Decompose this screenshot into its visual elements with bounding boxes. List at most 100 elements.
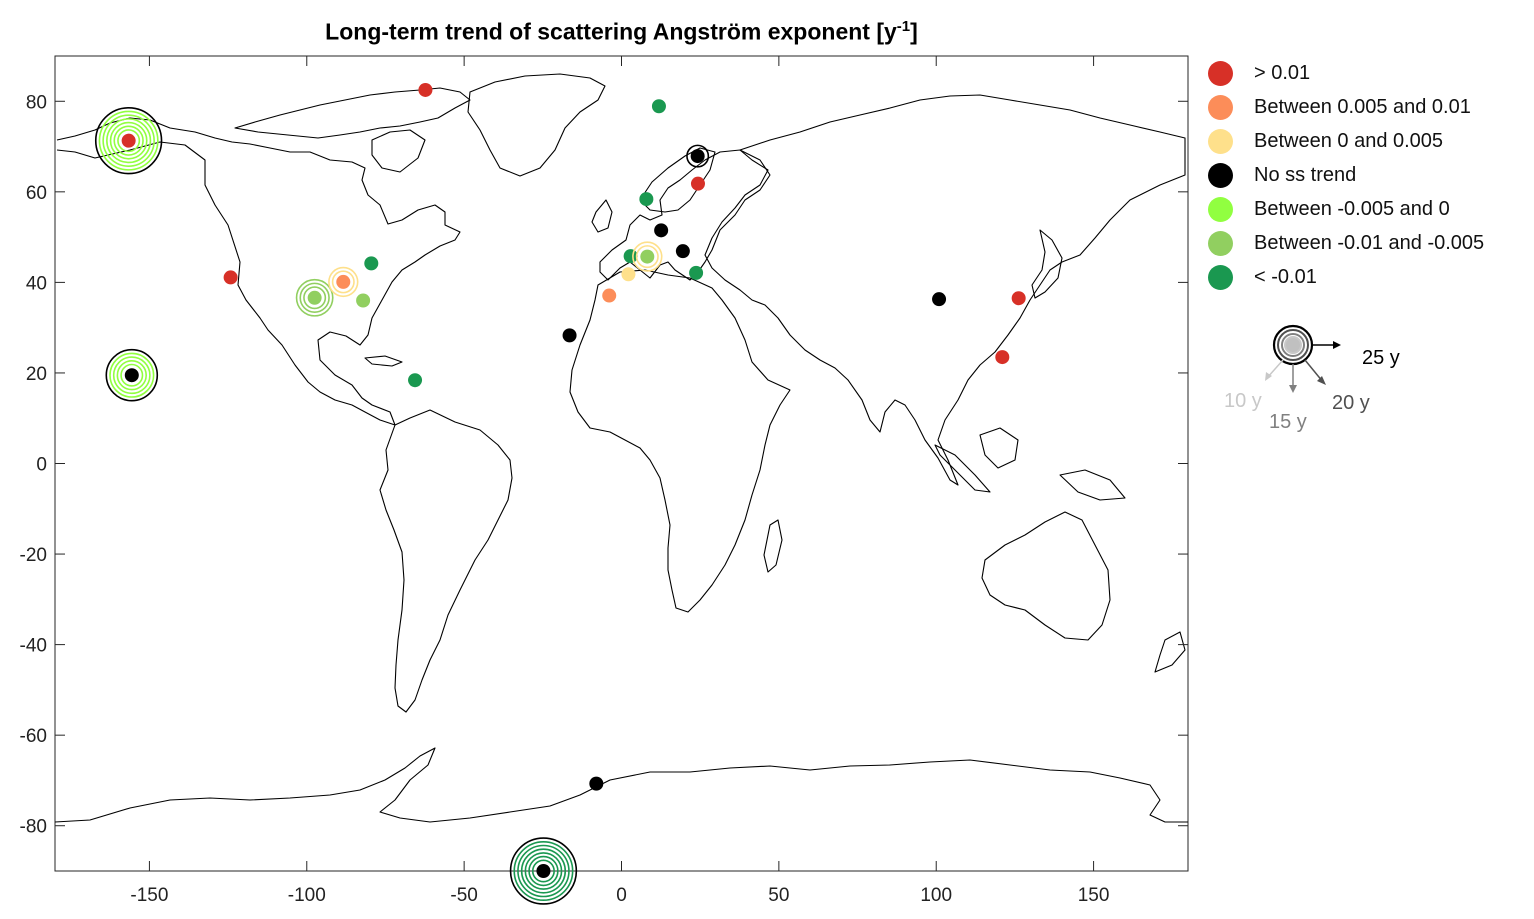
station-dot [562,328,577,343]
station-marker [932,292,947,307]
station-record-ring [112,356,151,395]
station-marker [223,270,238,285]
legend-item: Between -0.005 and 0 [1208,192,1484,226]
legend-swatch [1208,128,1233,154]
station-marker [364,256,379,271]
y-tick-label: 20 [26,364,47,385]
station-record-ring [109,121,148,160]
coastline-arctic-islands [234,87,471,139]
title-close: ] [910,18,918,45]
arrowhead-20y [1317,376,1326,385]
title-superscript: -1 [896,18,911,35]
age-label-15y: 15 y [1269,411,1307,433]
station-marker [408,373,423,388]
station-dot [356,293,371,308]
station-dot [364,256,379,271]
plot-area-frame [54,55,1189,872]
y-tick-label: -60 [20,726,47,747]
station-dot [623,249,638,264]
station-record-ring [635,245,659,269]
station-marker [94,106,163,175]
station-record-ring [517,844,570,898]
legend-swatch [1208,196,1233,222]
y-tick-label: -40 [20,636,47,657]
station-marker [509,837,578,905]
y-tick-label: -80 [20,817,47,838]
legend-item: No ss trend [1208,158,1484,192]
station-dot [621,267,636,282]
coastline-europe [599,149,771,281]
coastline-greenland [467,73,606,177]
legend-swatch [1208,230,1233,256]
station-dot [589,776,604,791]
coastline-britain [591,199,613,233]
station-markers [94,82,1026,905]
legend-label: > 0.01 [1254,61,1311,84]
y-tick-label: 80 [26,92,47,113]
coastline-africa [569,269,791,613]
chart-title: Long-term trend of scattering Angström e… [55,18,1188,46]
station-record-ring [117,129,141,153]
age-label-25y: 25 y [1362,347,1400,369]
legend-item: Between 0.005 and 0.01 [1208,90,1484,124]
station-record-ring [520,848,567,894]
x-tick-label: -100 [288,885,326,906]
station-marker [995,350,1010,365]
station-record-ring [303,286,327,310]
legend-swatch [1208,264,1233,290]
station-record-ring [98,110,159,171]
station-dot [536,864,551,878]
coastline-antarctica [55,747,1188,823]
station-marker [632,241,663,272]
arrowhead-25y [1333,341,1341,349]
legend-item: Between 0 and 0.005 [1208,124,1484,158]
x-tick-label: 50 [768,885,789,906]
legend-item: > 0.01 [1208,56,1484,90]
station-dot [690,176,705,191]
station-marker [562,328,577,343]
station-record-ring [686,144,710,168]
x-tick-label: -50 [450,885,477,906]
station-dot [121,133,136,148]
station-marker [1011,291,1026,306]
station-dot [651,99,666,114]
age-ring-20y [1277,329,1309,361]
record-length-legend: 25 y 10 y 15 y 20 y [1224,324,1400,433]
station-dot [640,249,655,264]
station-dot [602,288,617,303]
station-record-ring [299,282,330,313]
station-marker [675,244,690,259]
station-dot [675,244,690,259]
legend-swatch [1208,94,1233,120]
legend-label: Between -0.01 and -0.005 [1254,231,1485,254]
station-record-ring [116,360,147,391]
station-marker [356,293,371,308]
station-record-ring [106,118,152,164]
station-record-ring [524,852,563,890]
station-marker [621,267,636,282]
x-tick-label: 0 [616,885,627,906]
station-record-ring [328,266,359,298]
legend-label: Between -0.005 and 0 [1254,197,1450,220]
coastline-cuba [364,355,403,367]
coastline-scandinavia [639,147,716,213]
station-record-ring [531,859,555,883]
station-dot [932,292,947,307]
station-dot [690,149,705,164]
station-dot [639,192,654,207]
coastline-new-zealand [1154,631,1186,673]
legend-item: Between -0.01 and -0.005 [1208,226,1484,260]
legend-label: Between 0.005 and 0.01 [1254,95,1471,118]
station-dot [418,82,433,97]
x-tick-label: 100 [920,885,952,906]
station-marker [639,192,654,207]
legend-swatch [1208,162,1233,188]
station-marker [105,348,159,402]
station-marker [686,144,710,168]
station-record-ring [113,125,144,156]
x-tick-label: 150 [1078,885,1110,906]
legend-label: Between 0 and 0.005 [1254,129,1444,152]
category-legend: > 0.01 Between 0.005 and 0.01 Between 0 an… [1208,56,1484,294]
coastline-asia [704,94,1186,486]
